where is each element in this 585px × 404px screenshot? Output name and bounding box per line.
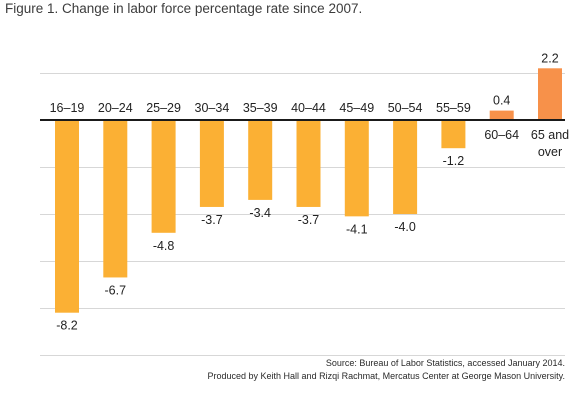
value-label: -4.0: [394, 220, 416, 234]
bar-40–44: [296, 120, 321, 207]
value-label: -1.2: [443, 154, 465, 168]
category-label: 25–29: [146, 101, 181, 115]
figure-title: Figure 1. Change in labor force percenta…: [5, 1, 363, 16]
bar-45–49: [344, 120, 369, 217]
value-label: -3.7: [298, 213, 320, 227]
credit-line: Produced by Keith Hall and Rizqi Rachmat…: [207, 371, 566, 381]
bar-50–54: [393, 120, 418, 214]
value-label: -3.7: [201, 213, 223, 227]
bar-16–19: [55, 120, 79, 313]
bar-20–24: [103, 120, 128, 278]
category-label: 30–34: [195, 101, 230, 115]
source-line: Source: Bureau of Labor Statistics, acce…: [325, 358, 565, 368]
category-label: 20–24: [98, 101, 133, 115]
bars: [55, 68, 562, 313]
category-label: 35–39: [243, 101, 278, 115]
value-label: -4.1: [346, 222, 368, 236]
labels: 16–19 -8.2 20–24 -6.7 25–29 -4.8 30–34 -3.7 35–3…: [50, 51, 570, 332]
value-label: -4.8: [153, 239, 175, 253]
category-label: 40–44: [291, 101, 326, 115]
category-label: 65 and: [531, 128, 569, 142]
value-label: -3.4: [249, 206, 271, 220]
value-label: 0.4: [493, 94, 510, 108]
value-label: -8.2: [56, 319, 78, 333]
bar-55–59: [441, 120, 466, 149]
bar-25–29: [151, 120, 176, 233]
value-label: -6.7: [105, 283, 127, 297]
bar-65-and-over: [538, 68, 562, 120]
bar-30–34: [199, 120, 224, 207]
category-label: 55–59: [436, 101, 471, 115]
value-label: 2.2: [541, 51, 558, 65]
category-label: 45–49: [339, 101, 374, 115]
category-label: 16–19: [50, 101, 85, 115]
category-label: 60–64: [484, 128, 519, 142]
category-label: over: [538, 145, 562, 159]
source-note: Source: Bureau of Labor Statistics, acce…: [208, 357, 566, 383]
category-label: 50–54: [388, 101, 423, 115]
bar-35–39: [248, 120, 273, 200]
bar-60–64: [489, 110, 514, 120]
